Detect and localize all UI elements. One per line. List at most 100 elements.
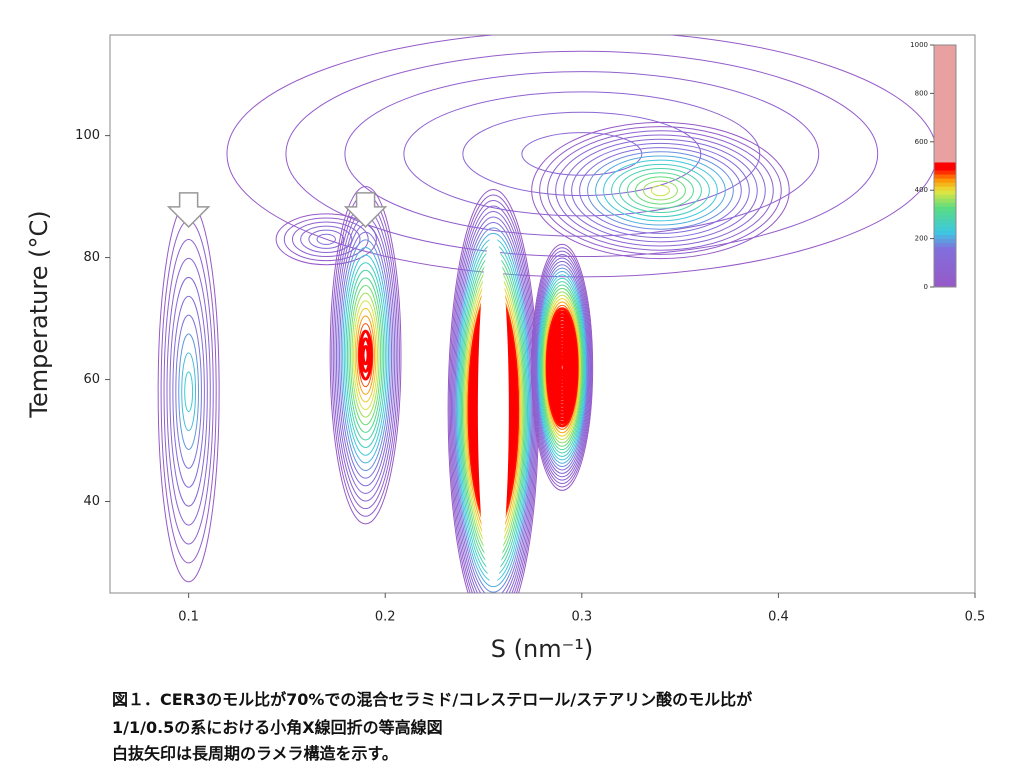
colorbar-frame xyxy=(933,44,957,288)
colorbar-segment xyxy=(934,145,956,151)
y-axis-label: Temperature (°C) xyxy=(25,210,53,418)
colorbar-segment xyxy=(934,270,956,276)
colorbar-segment xyxy=(934,61,956,66)
colorbar-segment xyxy=(934,53,956,58)
contour-line xyxy=(356,315,375,395)
colorbar-segment xyxy=(934,242,956,248)
colorbar-tick-label: 1000 xyxy=(910,41,928,49)
contour-line xyxy=(184,371,194,413)
contour-line xyxy=(531,247,593,488)
contour-line xyxy=(533,254,591,481)
saturated-core xyxy=(477,234,509,586)
colorbar-segment xyxy=(934,89,956,94)
colorbar-segment xyxy=(934,218,956,223)
colorbar-segment xyxy=(934,202,956,207)
colorbar-segment xyxy=(934,133,956,139)
contour-line xyxy=(536,264,589,471)
colorbar-segment xyxy=(934,161,956,167)
contour-group xyxy=(157,35,938,593)
colorbar-segment xyxy=(934,214,956,219)
colorbar-segment xyxy=(934,125,956,131)
colorbar-segment xyxy=(934,73,956,78)
y-tick-label: 80 xyxy=(83,250,100,265)
colorbar-tick-label: 400 xyxy=(915,186,928,194)
colorbar-segment xyxy=(934,117,956,123)
colorbar-segment xyxy=(934,141,956,147)
colorbar-segment xyxy=(934,109,956,115)
x-tick-label: 0.1 xyxy=(178,610,199,625)
colorbar-segment xyxy=(934,198,956,203)
colorbar-segment xyxy=(934,266,956,272)
contour-line xyxy=(456,232,531,588)
contour-line xyxy=(558,361,566,374)
contour-line xyxy=(538,274,586,461)
colorbar-segment xyxy=(934,45,956,50)
contour-line xyxy=(285,50,879,258)
contour-line xyxy=(358,329,373,381)
contour-line xyxy=(634,176,686,205)
colorbar-segment xyxy=(934,170,956,175)
contour-line xyxy=(361,345,370,366)
colorbar-segment xyxy=(934,121,956,127)
colorbar-segment xyxy=(934,194,956,199)
contour-line xyxy=(353,300,379,411)
colorbar-segment xyxy=(934,101,956,106)
y-tick-label: 40 xyxy=(83,494,100,509)
contour-line xyxy=(571,142,750,239)
colorbar-segment xyxy=(934,85,956,90)
colorbar-tick-label: 200 xyxy=(915,235,928,243)
contour-line xyxy=(275,213,377,266)
colorbar-segment xyxy=(934,282,956,288)
contour-line xyxy=(166,257,211,526)
contour-line xyxy=(343,254,388,456)
x-tick-label: 0.2 xyxy=(375,610,396,625)
contour-line xyxy=(455,227,532,593)
contour-line xyxy=(579,147,742,234)
colorbar-segment xyxy=(934,49,956,54)
contour-line xyxy=(531,243,594,491)
contour-line xyxy=(611,163,710,218)
colorbar-segment xyxy=(934,254,956,260)
colorbar-segment xyxy=(934,174,956,179)
colorbar-segment xyxy=(934,81,956,86)
colorbar-segment xyxy=(934,149,956,155)
x-axis-label: S (nm⁻¹) xyxy=(491,635,593,663)
colorbar-tick-label: 600 xyxy=(915,138,928,146)
contour-line xyxy=(163,239,214,545)
contour-line xyxy=(536,267,588,468)
contour-line xyxy=(339,231,393,479)
colorbar-segment xyxy=(934,230,956,236)
colorbar-segment xyxy=(934,65,956,70)
contour-line xyxy=(344,71,820,237)
contour-line xyxy=(540,281,585,454)
colorbar-segment xyxy=(934,206,956,211)
colorbar-segment xyxy=(934,166,956,171)
caption-line: 1/1/0.5の系における小角X線回折の等高線図 xyxy=(112,718,443,737)
colorbar-segment xyxy=(934,129,956,135)
contour-line xyxy=(535,260,590,474)
colorbar-segment xyxy=(934,246,956,252)
colorbar-segment xyxy=(934,57,956,62)
contour-line xyxy=(627,172,694,209)
colorbar-segment xyxy=(934,278,956,284)
contour-line xyxy=(539,277,585,457)
colorbar-segment xyxy=(934,157,956,163)
contour-line xyxy=(532,250,592,485)
x-tick-label: 0.5 xyxy=(965,610,986,625)
contour-line xyxy=(454,221,533,593)
contour-line xyxy=(595,155,726,226)
colorbar-segment xyxy=(934,250,956,256)
contour-line xyxy=(619,168,702,213)
colorbar-segment xyxy=(934,77,956,82)
x-tick-label: 0.4 xyxy=(768,610,789,625)
colorbar-segment xyxy=(934,137,956,143)
colorbar-segment xyxy=(934,222,956,227)
contour-line xyxy=(354,307,377,403)
colorbar-segment xyxy=(934,178,956,183)
x-tick-label: 0.3 xyxy=(571,610,592,625)
contour-line xyxy=(169,276,208,507)
contour-line xyxy=(178,333,199,450)
contour-line xyxy=(603,159,718,222)
contour-line xyxy=(300,225,353,253)
